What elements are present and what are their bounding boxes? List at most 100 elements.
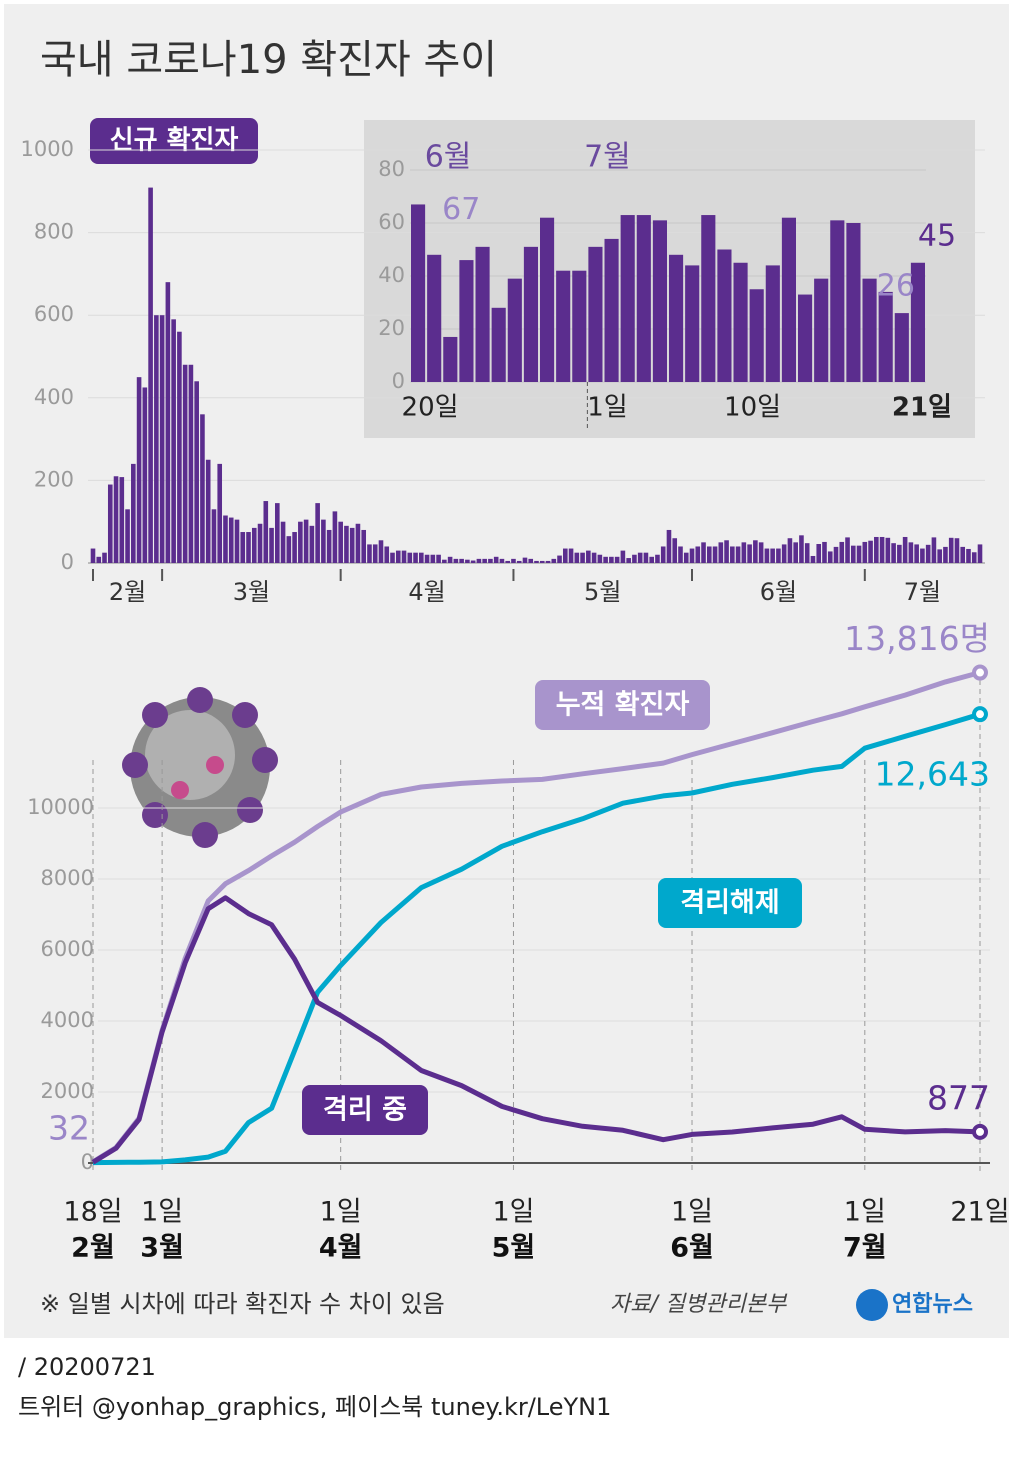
value-label: 32 (48, 1108, 90, 1147)
bar (753, 540, 758, 563)
end-marker (972, 1123, 988, 1140)
value-label: 45 (918, 218, 956, 253)
bar (960, 546, 966, 563)
x-tick-label: 1일 (492, 1197, 534, 1228)
bar (839, 541, 845, 563)
line (91, 670, 981, 1165)
bar (113, 476, 119, 563)
bar (390, 552, 395, 563)
x-tick-label: 3월 (233, 578, 270, 606)
bar (194, 381, 199, 563)
bar (879, 536, 885, 563)
y-tick-label: 1000 (21, 137, 74, 161)
bar (136, 377, 142, 563)
bar (868, 540, 873, 563)
bar (845, 537, 850, 563)
x-tick-label: 21일 (892, 393, 952, 423)
bar (614, 556, 620, 563)
callout (535, 680, 710, 730)
bar (430, 554, 436, 563)
bar (269, 527, 274, 563)
y-tick-label: 8000 (41, 866, 94, 890)
bar (148, 187, 153, 563)
y-tick-label: 400 (34, 385, 74, 409)
bar (443, 336, 458, 382)
y-tick-label: 20 (378, 316, 405, 340)
chart-title: 국내 코로나19 확진자 추이 (40, 37, 497, 83)
bar (781, 217, 796, 382)
bar (427, 254, 442, 382)
bar (493, 556, 499, 563)
bar (523, 246, 538, 382)
value-label: 12,643 (875, 755, 990, 794)
bar (574, 552, 580, 563)
y-tick-label: 2000 (41, 1079, 94, 1103)
x-tick-label: 1일 (141, 1197, 183, 1228)
bar (275, 503, 280, 563)
bar (652, 220, 667, 382)
bar (804, 543, 810, 563)
x-month-label: 6월 (670, 1233, 714, 1264)
bar (850, 545, 856, 563)
bar (125, 509, 130, 563)
x-tick-label: 18일 (63, 1197, 122, 1228)
bar (620, 550, 626, 563)
bar (685, 265, 700, 382)
bar (604, 238, 619, 382)
bar (142, 387, 148, 563)
bar (586, 550, 591, 563)
bar (257, 523, 263, 563)
bar (897, 544, 902, 563)
bar (931, 537, 937, 563)
bar (413, 552, 418, 563)
bar (507, 278, 522, 382)
bar (966, 548, 971, 563)
bar (701, 542, 706, 563)
bar (833, 546, 839, 563)
callout (302, 1085, 428, 1135)
bar (649, 556, 654, 563)
bar (442, 559, 447, 563)
bar (540, 217, 555, 382)
bar (977, 544, 983, 563)
y-tick-label: 60 (378, 210, 405, 234)
bar (787, 538, 793, 563)
value-label: 13,816명 (844, 619, 990, 658)
bar (822, 541, 827, 563)
bar (411, 204, 426, 382)
bar (669, 254, 684, 382)
bar (591, 552, 597, 563)
bar (816, 544, 822, 563)
bar (701, 215, 716, 382)
bar (344, 525, 349, 563)
bar (580, 552, 585, 563)
bar (251, 527, 257, 563)
bar (706, 546, 712, 563)
x-tick-label: 1일 (320, 1197, 362, 1228)
x-month-label: 7월 (843, 1233, 887, 1264)
series-name: 격리해제 (680, 888, 779, 919)
bar (263, 501, 269, 563)
bar (177, 331, 182, 563)
y-tick-label: 200 (34, 467, 74, 491)
date: / 20200721 (18, 1353, 156, 1381)
bar (372, 544, 378, 563)
bar (182, 364, 188, 563)
bar (910, 262, 925, 382)
bar (943, 546, 948, 563)
bar (758, 542, 764, 563)
bar (470, 560, 476, 563)
bar (321, 519, 326, 563)
end-marker (972, 664, 988, 681)
bar (476, 558, 482, 563)
bar (491, 307, 506, 382)
bar (395, 550, 401, 563)
bar (171, 319, 176, 563)
bar (971, 552, 977, 563)
bar (827, 551, 833, 563)
bar (453, 558, 459, 563)
logo: 연합뉴스 (892, 1291, 973, 1317)
x-tick-label: 1일 (587, 393, 627, 423)
bar (338, 521, 343, 563)
